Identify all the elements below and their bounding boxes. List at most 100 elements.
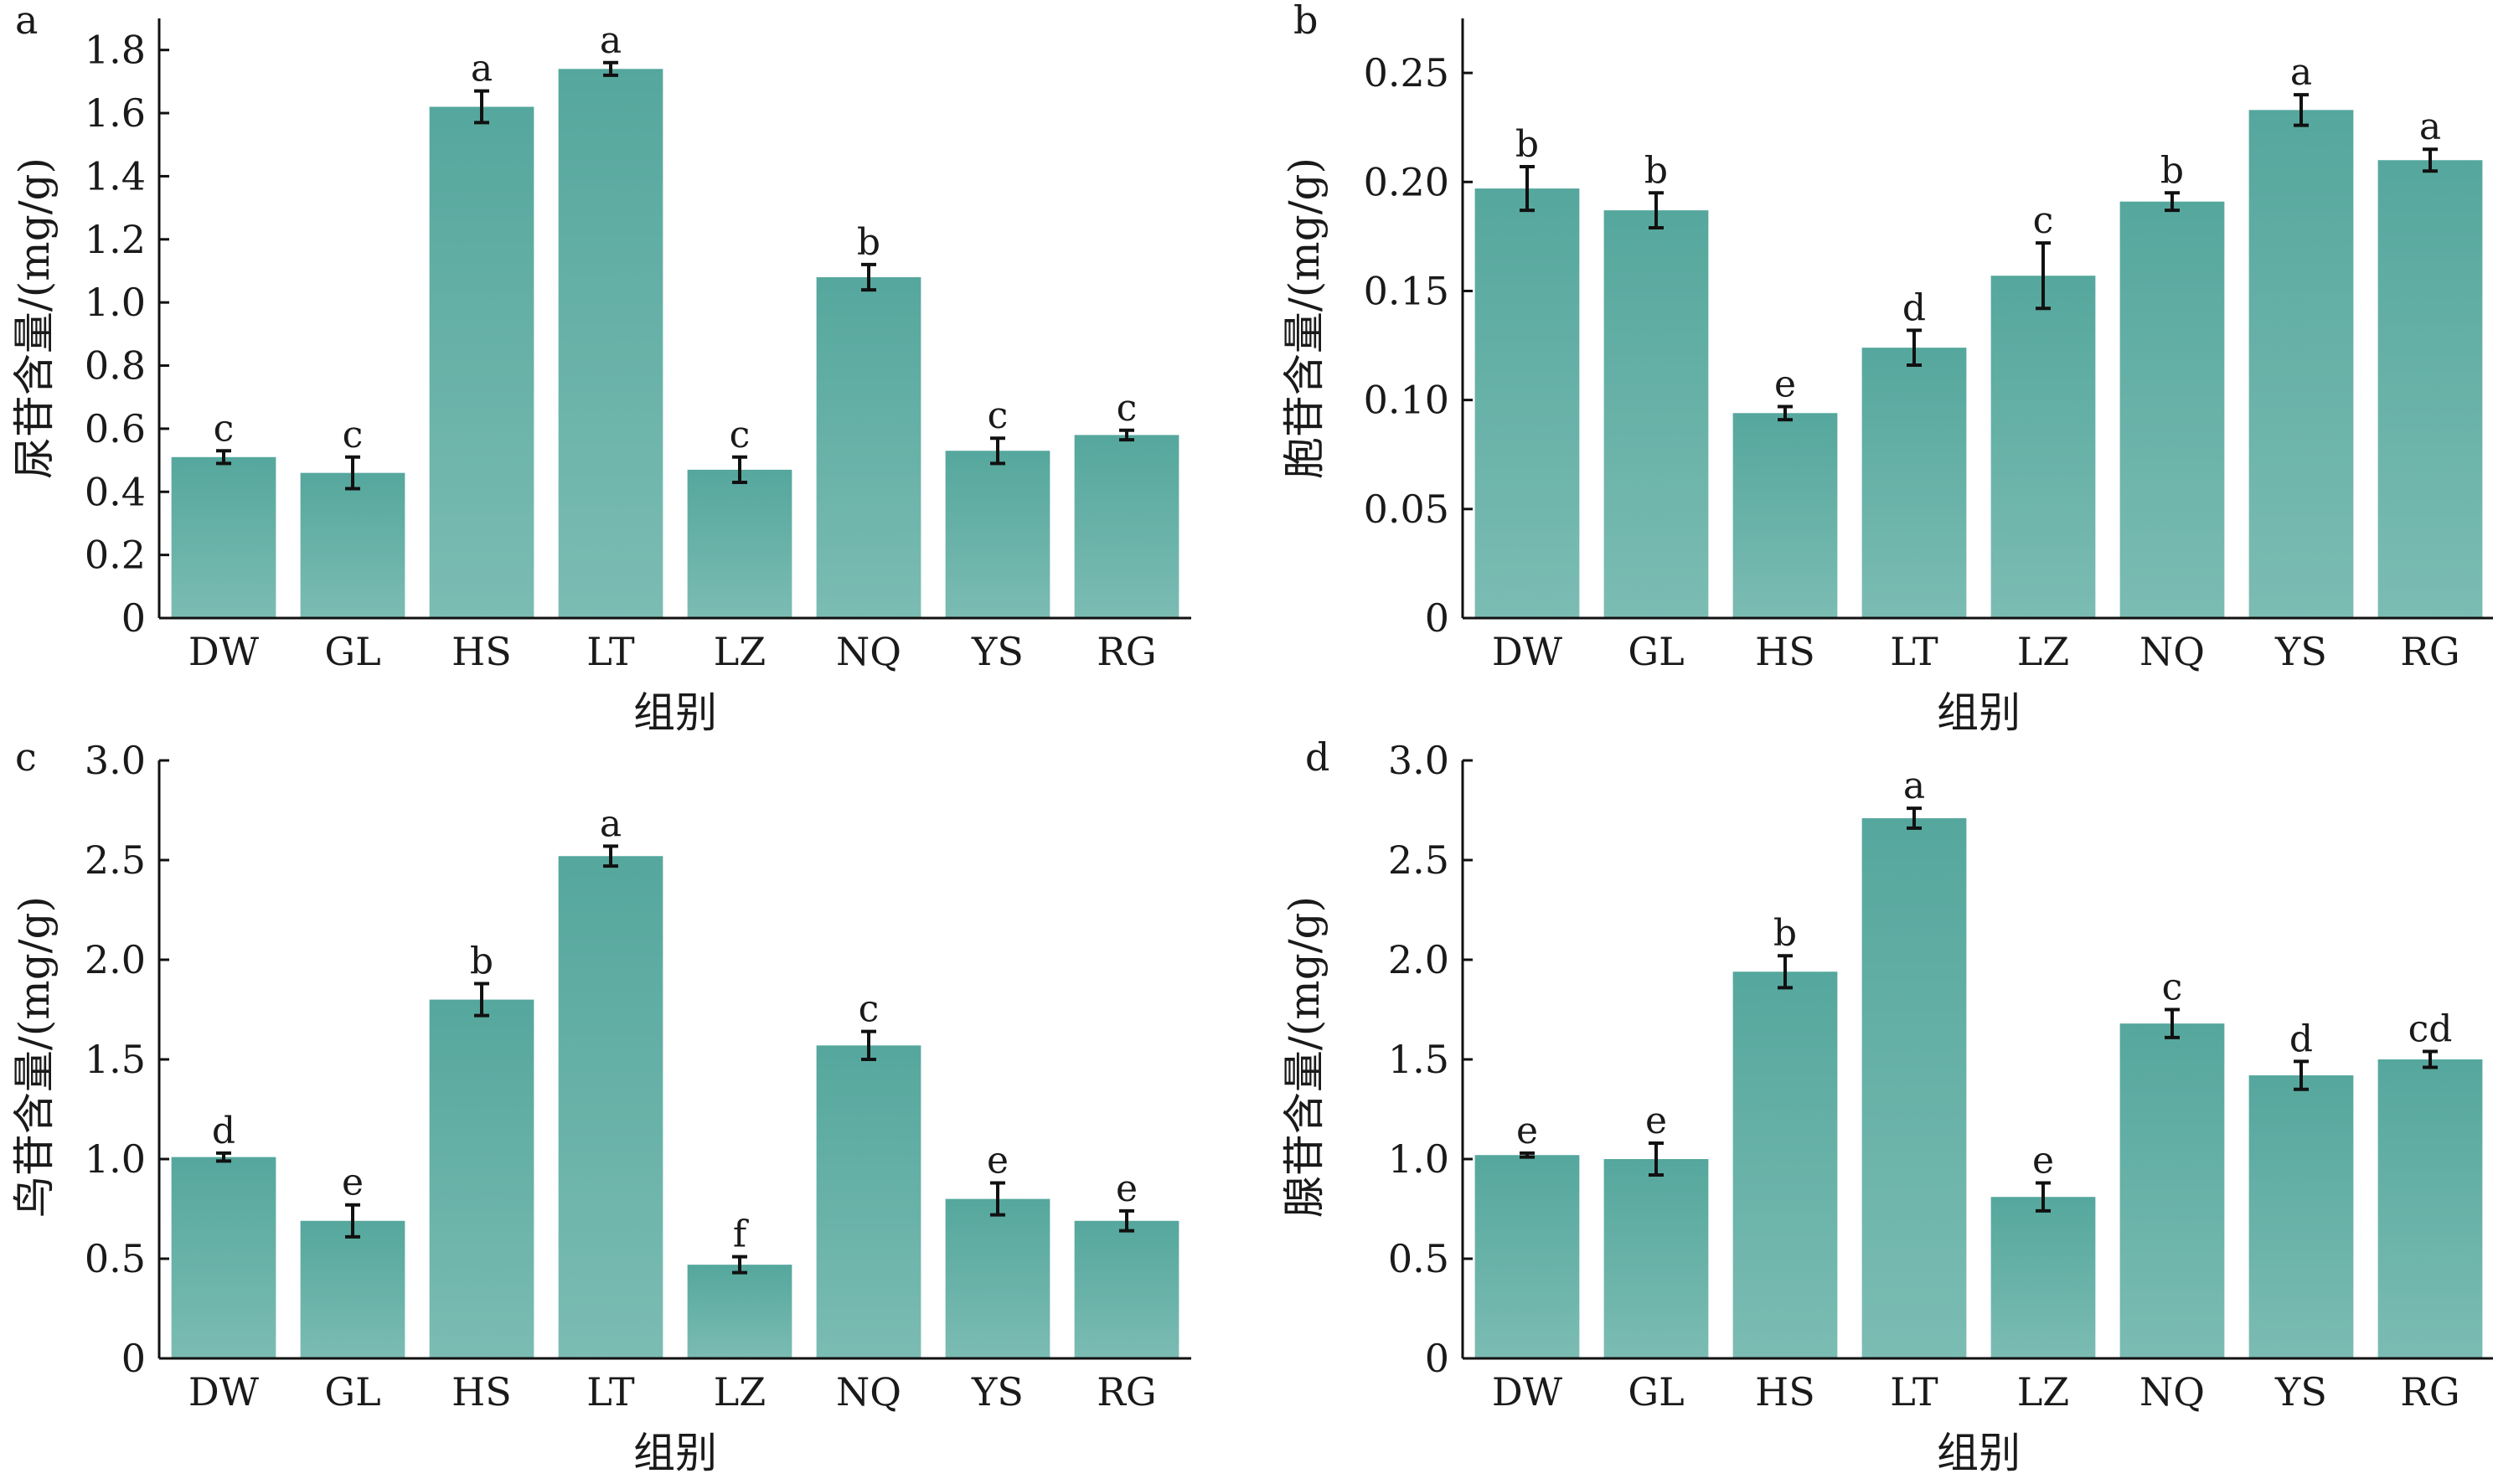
panel-c-x-tick-RG: RG bbox=[1097, 1369, 1156, 1414]
panel-d-error-bar-LZ bbox=[2036, 1181, 2051, 1213]
panel-d-x-tick-RG: RG bbox=[2400, 1369, 2459, 1414]
panel-d-y-tick-label: 1.0 bbox=[1388, 1136, 1449, 1182]
panel-a-sig-label-YS: c bbox=[988, 394, 1009, 437]
panel-d-y-tick-label: 0 bbox=[1425, 1336, 1449, 1381]
panel-b-bar-YS bbox=[2248, 110, 2354, 618]
panel-a-x-tick-LZ: LZ bbox=[714, 629, 766, 674]
panel-c-letter: c bbox=[15, 734, 37, 780]
panel-b-x-tick-LZ: LZ bbox=[2017, 629, 2070, 674]
panel-d-x-tick-HS: HS bbox=[1755, 1369, 1815, 1414]
panel-b-sig-label-GL: b bbox=[1644, 149, 1668, 192]
panel-b-y-tick-label: 0.20 bbox=[1364, 159, 1449, 204]
panel-c-bar-LT bbox=[558, 856, 663, 1358]
panel-d-bar-RG bbox=[2377, 1059, 2483, 1358]
panel-c-x-tick-LZ: LZ bbox=[714, 1369, 766, 1414]
panel-c-x-tick-LT: LT bbox=[586, 1369, 635, 1414]
panel-a-x-tick-HS: HS bbox=[452, 629, 512, 674]
panel-b-bar-RG bbox=[2377, 160, 2483, 619]
panel-c-bar-LZ bbox=[687, 1265, 792, 1358]
panel-c-y-tick-label: 1.0 bbox=[85, 1136, 146, 1182]
panel-a-sig-label-RG: c bbox=[1117, 387, 1138, 430]
panel-a-letter: a bbox=[15, 0, 38, 43]
panel-d-plot-area: e DW e GL b HS a LT e LZ c NQ d YS cd RG 0 0.5 1.0 1.5 2.0 2.… bbox=[1388, 738, 2493, 1414]
panel-d-y-tick-label: 1.5 bbox=[1388, 1037, 1449, 1082]
panel-b-sig-label-YS: a bbox=[2290, 51, 2312, 94]
panel-b-bar-DW bbox=[1474, 188, 1580, 619]
panel-d-x-tick-NQ: NQ bbox=[2139, 1369, 2205, 1414]
panel-d-sig-label-NQ: c bbox=[2162, 966, 2183, 1009]
panel-b-bar-HS bbox=[1732, 413, 1838, 618]
panel-c-sig-label-DW: d bbox=[212, 1110, 235, 1152]
panel-b-x-axis-title: 组别 bbox=[1937, 688, 2021, 737]
panel-d-sig-label-LT: a bbox=[1903, 765, 1925, 807]
panel-b-plot-area: b DW b GL e HS d LT c LZ b NQ a YS a RG 0 0.05 0.10 0.15 0.2… bbox=[1364, 18, 2493, 674]
panel-d-y-tick-label: 2.5 bbox=[1388, 837, 1449, 883]
panel-a-y-tick-label: 1.0 bbox=[85, 280, 146, 325]
panel-d-chart: d 腺苷含量/(mg/g) 组别 e DW e GL b HS a LT e LZ c NQ d YS cd… bbox=[1280, 734, 2493, 1477]
panel-b-sig-label-LZ: c bbox=[2033, 199, 2054, 242]
panel-a-y-tick-label: 0.6 bbox=[85, 406, 146, 451]
panel-d-sig-label-YS: d bbox=[2289, 1018, 2313, 1060]
panel-b-sig-label-LT: d bbox=[1902, 286, 1926, 329]
panel-c-error-bar-YS bbox=[990, 1181, 1005, 1217]
panel-c-y-tick-label: 3.0 bbox=[85, 738, 146, 783]
panel-a-y-axis-title: 尿苷含量/(mg/g) bbox=[10, 157, 59, 479]
panel-a-error-bar-RG bbox=[1119, 428, 1134, 442]
panel-c-y-tick-label: 0 bbox=[121, 1336, 146, 1381]
panel-a-plot-area: c DW c GL a HS a LT c LZ b NQ c YS c RG 0 0.2 0.4 0.6 0.8 1.0… bbox=[85, 18, 1191, 674]
panel-a-bar-NQ bbox=[816, 277, 921, 618]
panel-c-error-bar-LT bbox=[603, 844, 618, 868]
panel-a-x-tick-RG: RG bbox=[1097, 629, 1156, 674]
panel-a-y-tick-label: 1.4 bbox=[85, 153, 146, 198]
panel-c-bar-RG bbox=[1074, 1220, 1179, 1358]
panel-c-plot-area: d DW e GL b HS a LT f LZ c NQ e YS e RG 0 0.5 1.0 1.5 2.0 2.5… bbox=[85, 738, 1191, 1414]
panel-b-sig-label-NQ: b bbox=[2160, 149, 2184, 192]
panel-c-sig-label-LT: a bbox=[600, 802, 622, 845]
panel-b-error-bar-YS bbox=[2294, 93, 2309, 127]
panel-a-sig-label-LZ: c bbox=[730, 414, 751, 456]
panel-c-sig-label-HS: b bbox=[470, 940, 493, 983]
panel-b-bar-LZ bbox=[1990, 276, 2096, 618]
panel-a-y-tick-label: 0.8 bbox=[85, 343, 146, 389]
panel-c-y-axis-title: 鸟苷含量/(mg/g) bbox=[10, 896, 59, 1218]
panel-d-x-tick-YS: YS bbox=[2274, 1369, 2327, 1414]
panel-d-error-bar-LT bbox=[1907, 806, 1922, 830]
panel-d-y-tick-label: 2.0 bbox=[1388, 937, 1449, 982]
panel-d-error-bar-HS bbox=[1778, 954, 1793, 990]
panel-a-bar-RG bbox=[1074, 435, 1179, 618]
panel-a-y-tick-label: 1.6 bbox=[85, 90, 146, 136]
panel-c-chart: c 鸟苷含量/(mg/g) 组别 d DW e GL b HS a LT f LZ c NQ e YS e R… bbox=[10, 734, 1191, 1477]
panel-b-x-tick-YS: YS bbox=[2274, 629, 2327, 674]
panel-c-bar-NQ bbox=[816, 1045, 921, 1358]
panel-a-bar-LZ bbox=[687, 469, 792, 618]
panel-c-y-tick-label: 2.0 bbox=[85, 937, 146, 982]
panel-b-letter: b bbox=[1293, 0, 1318, 43]
panel-b-y-tick-label: 0.05 bbox=[1364, 487, 1449, 532]
panel-d-error-bar-YS bbox=[2294, 1059, 2309, 1091]
panel-d-error-bar-RG bbox=[2423, 1049, 2438, 1069]
panel-a-y-tick-label: 0.2 bbox=[85, 533, 146, 578]
panel-d-y-tick-label: 0.5 bbox=[1388, 1236, 1449, 1281]
panel-c-error-bar-LZ bbox=[732, 1255, 747, 1275]
panel-c-sig-label-GL: e bbox=[342, 1162, 364, 1204]
panel-b-y-tick-label: 0.15 bbox=[1364, 268, 1449, 313]
panel-d-sig-label-RG: cd bbox=[2408, 1007, 2453, 1050]
panel-d-x-axis-title: 组别 bbox=[1937, 1429, 2021, 1477]
panel-c-bar-YS bbox=[945, 1198, 1050, 1358]
panel-d-y-axis-title: 腺苷含量/(mg/g) bbox=[1280, 896, 1329, 1218]
panel-a-x-tick-LT: LT bbox=[586, 629, 635, 674]
panel-a-chart: a 尿苷含量/(mg/g) 组别 c DW c GL a HS a LT c LZ b NQ c YS c R… bbox=[10, 0, 1191, 737]
panel-c-error-bar-NQ bbox=[861, 1029, 876, 1061]
panel-d-x-tick-LT: LT bbox=[1890, 1369, 1938, 1414]
panel-d-bar-NQ bbox=[2119, 1023, 2225, 1358]
panel-a-error-bar-NQ bbox=[861, 262, 876, 292]
panel-d-bar-DW bbox=[1474, 1155, 1580, 1358]
panel-b-error-bar-HS bbox=[1778, 404, 1793, 422]
panel-c-error-bar-DW bbox=[216, 1151, 231, 1163]
panel-b-sig-label-DW: b bbox=[1515, 123, 1539, 166]
panel-c-y-tick-label: 1.5 bbox=[85, 1037, 146, 1082]
panel-c-error-bar-HS bbox=[474, 982, 489, 1018]
panel-c-error-bar-GL bbox=[345, 1203, 360, 1239]
panel-a-error-bar-LT bbox=[603, 60, 618, 77]
